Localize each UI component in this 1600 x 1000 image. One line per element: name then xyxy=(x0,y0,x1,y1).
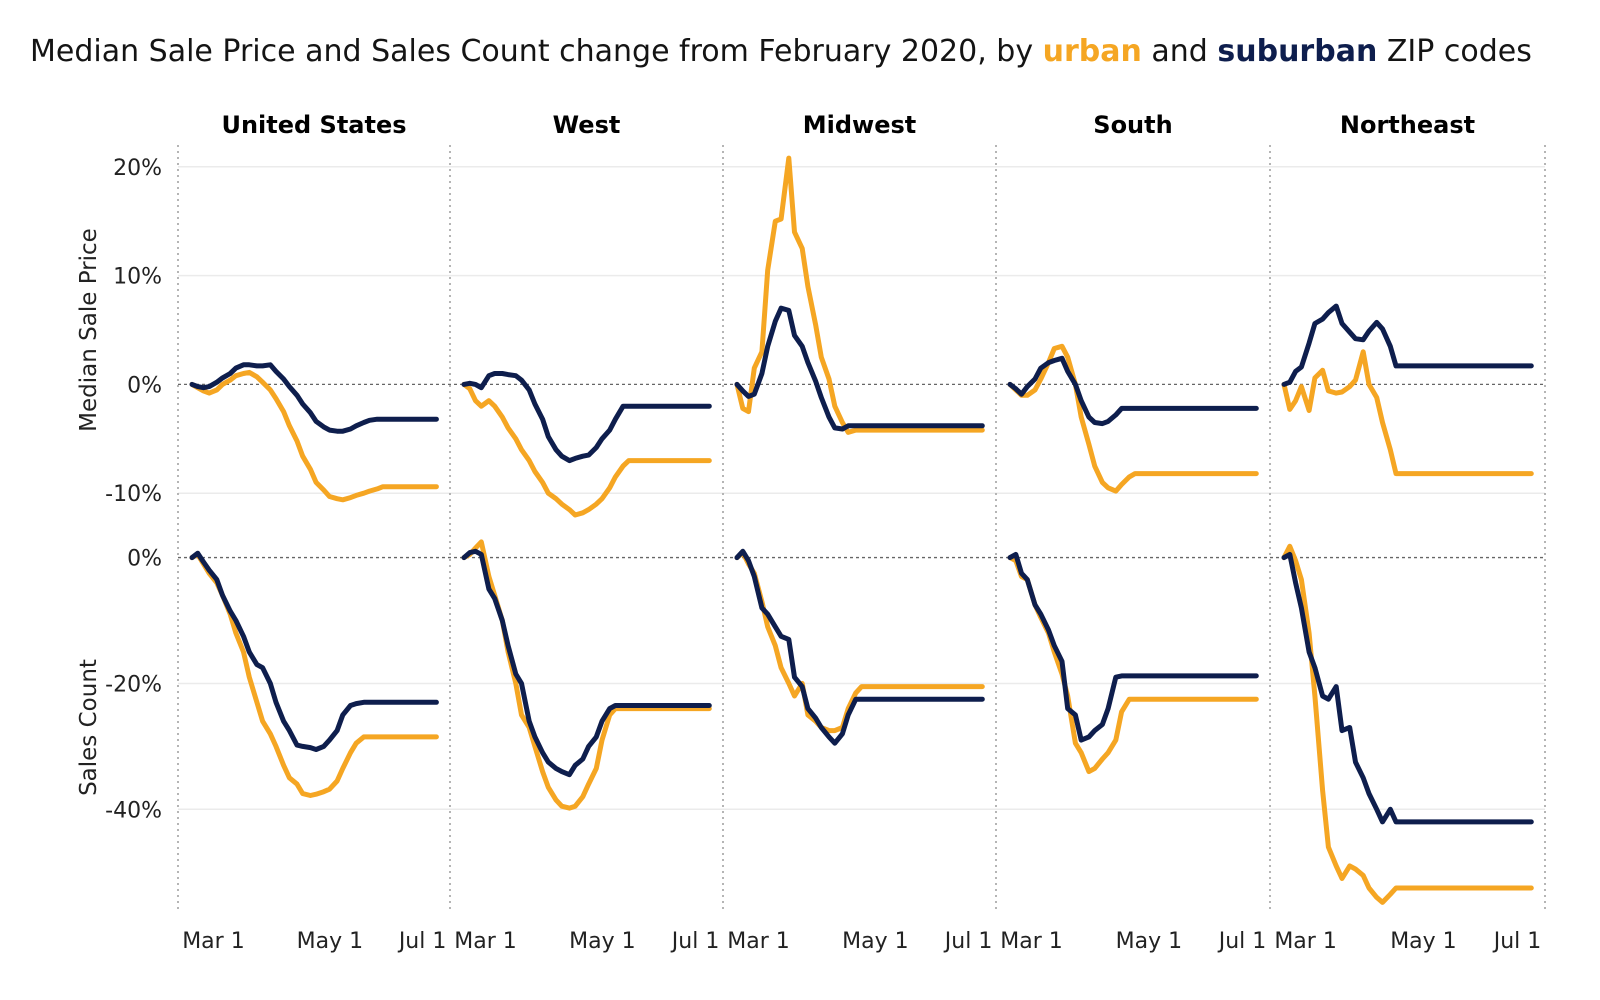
chart-title: Median Sale Price and Sales Count change… xyxy=(30,34,1532,69)
series-line-northeast-sales-count-urban xyxy=(1281,543,1534,905)
panel-title-south: South xyxy=(1093,111,1172,139)
y-axis-title: Median Sale Price xyxy=(76,228,102,432)
panel-dividers xyxy=(177,145,1546,912)
y-axis-title: Sales Count xyxy=(76,659,102,796)
title-suburban-word: suburban xyxy=(1217,34,1378,69)
x-tick-label: Mar 1 xyxy=(454,929,517,954)
series-line-united-states-median-sale-price-suburban xyxy=(189,362,439,434)
y-tick-label: -20% xyxy=(105,672,162,697)
series-lines xyxy=(189,155,1534,905)
series-line-south-median-sale-price-suburban xyxy=(1007,355,1259,427)
series-line-midwest-median-sale-price-suburban xyxy=(734,305,985,432)
x-tick-label: Jul 1 xyxy=(397,929,447,954)
title-suffix: ZIP codes xyxy=(1377,34,1532,69)
zero-lines xyxy=(178,383,1545,559)
x-tick-label: Jul 1 xyxy=(670,929,720,954)
axis-labels: 20%10%0%-10%Median Sale Price0%-20%-40%S… xyxy=(76,111,1541,954)
series-line-south-median-sale-price-urban xyxy=(1007,343,1259,494)
series-line-west-median-sale-price-urban xyxy=(461,381,712,518)
series-line-northeast-sales-count-suburban xyxy=(1281,551,1534,825)
x-tick-label: Jul 1 xyxy=(1492,929,1542,954)
x-tick-label: Mar 1 xyxy=(727,929,790,954)
y-tick-label: -40% xyxy=(105,798,162,823)
series-line-west-sales-count-urban xyxy=(461,539,712,811)
series-line-west-median-sale-price-suburban xyxy=(461,371,712,464)
panel-title-west: West xyxy=(553,111,621,139)
series-line-midwest-sales-count-urban xyxy=(734,550,985,734)
y-tick-label: 0% xyxy=(127,547,162,572)
y-tick-label: 20% xyxy=(113,156,162,181)
x-tick-label: Jul 1 xyxy=(943,929,993,954)
x-tick-label: Mar 1 xyxy=(1274,929,1337,954)
series-line-west-sales-count-suburban xyxy=(461,548,712,778)
y-tick-label: 10% xyxy=(113,265,162,290)
x-tick-label: May 1 xyxy=(297,929,363,954)
series-line-south-sales-count-urban xyxy=(1007,555,1259,775)
x-tick-label: May 1 xyxy=(1116,929,1182,954)
series-line-united-states-sales-count-suburban xyxy=(189,550,439,752)
title-urban-word: urban xyxy=(1042,34,1142,69)
x-tick-label: Mar 1 xyxy=(182,929,245,954)
x-tick-label: Jul 1 xyxy=(1217,929,1267,954)
series-line-south-sales-count-suburban xyxy=(1007,551,1259,743)
x-tick-label: May 1 xyxy=(569,929,635,954)
title-middle: and xyxy=(1141,34,1218,69)
series-line-midwest-sales-count-suburban xyxy=(734,548,985,746)
y-tick-label: 0% xyxy=(127,373,162,398)
y-tick-label: -10% xyxy=(105,482,162,507)
series-line-united-states-median-sale-price-urban xyxy=(189,369,439,503)
x-tick-label: May 1 xyxy=(842,929,908,954)
series-line-midwest-median-sale-price-urban xyxy=(734,155,985,435)
series-line-northeast-median-sale-price-suburban xyxy=(1281,303,1534,387)
x-tick-label: May 1 xyxy=(1390,929,1456,954)
series-line-northeast-median-sale-price-urban xyxy=(1281,349,1534,477)
x-tick-label: Mar 1 xyxy=(1000,929,1063,954)
title-prefix: Median Sale Price and Sales Count change… xyxy=(30,34,1043,69)
panel-title-northeast: Northeast xyxy=(1340,111,1475,139)
panel-title-united-states: United States xyxy=(221,111,406,139)
series-line-united-states-sales-count-urban xyxy=(189,551,439,798)
panel-title-midwest: Midwest xyxy=(803,111,917,139)
